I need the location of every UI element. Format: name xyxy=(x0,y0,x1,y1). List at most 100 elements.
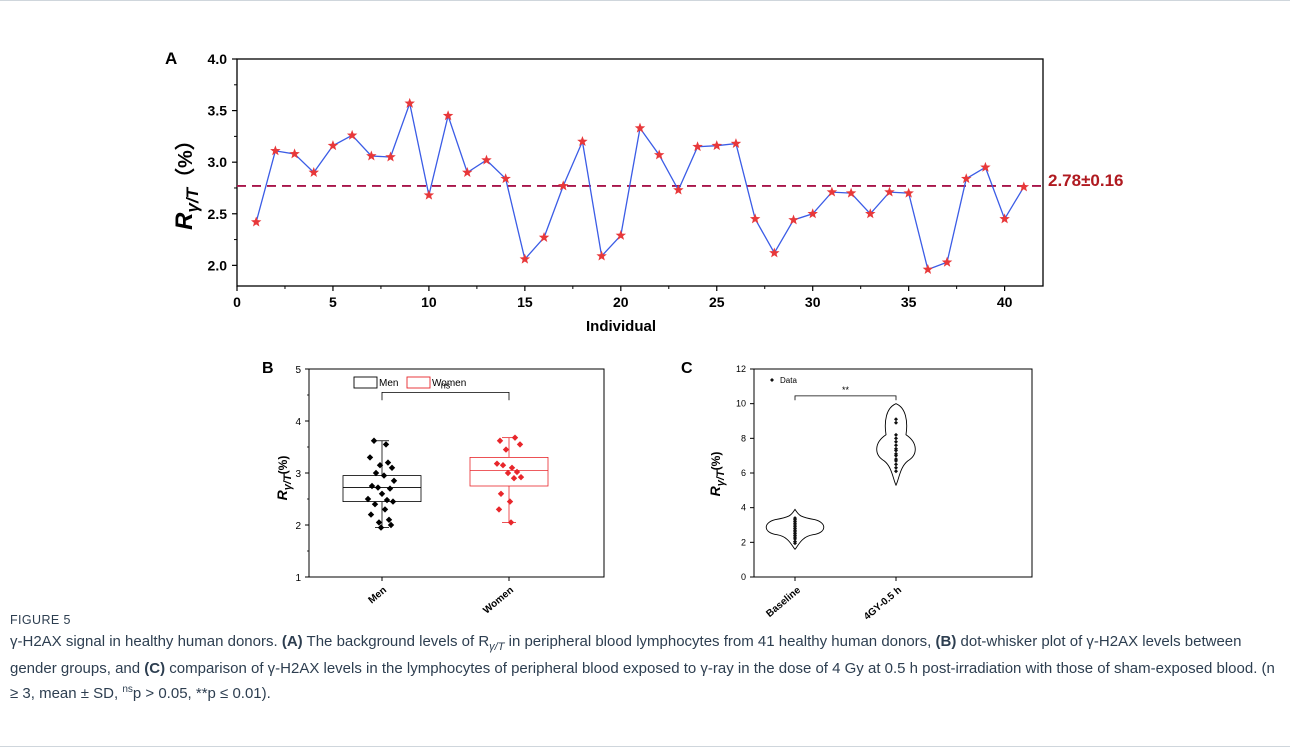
caption-text: γ-H2AX signal in healthy human donors. (… xyxy=(10,631,1280,704)
panel-c-ylabel-unit: (%) xyxy=(709,452,723,471)
panel-b-label: B xyxy=(262,360,274,377)
data-point-star xyxy=(749,213,761,224)
data-point xyxy=(386,485,394,492)
x-tick-label: Men xyxy=(367,585,389,606)
data-point-star xyxy=(865,208,876,219)
data-point xyxy=(370,437,378,444)
data-point-star xyxy=(250,216,262,227)
data-point xyxy=(382,441,390,448)
x-tick-label: 30 xyxy=(805,294,821,310)
legend-swatch-men xyxy=(353,376,378,389)
caption-part: comparison of γ-H2AX levels in the lymph… xyxy=(10,660,1275,702)
caption-part: The background levels of R xyxy=(302,633,490,650)
data-point-star xyxy=(845,187,857,198)
y-tick-label: 3.5 xyxy=(208,103,228,119)
data-point-star xyxy=(615,229,627,240)
data-point-star xyxy=(519,253,531,264)
panel-b-ylabel-main: R xyxy=(274,489,290,500)
data-point-star xyxy=(903,187,914,198)
caption-a-label: (A) xyxy=(281,633,303,650)
data-point-star xyxy=(922,263,934,274)
data-point xyxy=(894,448,898,453)
legend-label: Data xyxy=(780,376,797,385)
data-point xyxy=(368,482,376,490)
data-point xyxy=(496,437,504,444)
data-point-star xyxy=(538,232,550,242)
panel-c-ylabel-sub: γ/T xyxy=(715,469,727,486)
data-point xyxy=(894,443,898,448)
significance-bracket xyxy=(381,392,510,401)
significance-bracket xyxy=(794,395,897,401)
significance-label: ** xyxy=(842,385,850,395)
panel-a-mean-label: 2.78±0.16 xyxy=(1048,171,1124,190)
data-point-star xyxy=(442,110,454,121)
data-point-star xyxy=(308,167,319,177)
caption-part: γ-H2AX signal in healthy human donors. xyxy=(10,633,282,650)
x-tick-label: 0 xyxy=(233,294,241,310)
data-point xyxy=(377,524,385,531)
data-point xyxy=(371,501,379,508)
data-point xyxy=(894,436,898,441)
data-point-star xyxy=(596,250,607,261)
data-point-star xyxy=(462,167,473,177)
data-point-star xyxy=(961,173,972,184)
data-point xyxy=(894,420,898,425)
box xyxy=(342,475,422,503)
data-point xyxy=(364,495,372,503)
data-point xyxy=(894,432,898,437)
data-point-star xyxy=(941,256,953,267)
legend-label-women: Women xyxy=(432,378,466,389)
data-point xyxy=(380,472,388,479)
data-point-star xyxy=(346,129,358,140)
data-point-star xyxy=(980,161,991,172)
data-point-star xyxy=(481,154,492,165)
data-point-star xyxy=(423,189,435,200)
figure-number: FIGURE 5 xyxy=(10,613,71,627)
data-point xyxy=(511,434,519,441)
data-point xyxy=(793,541,797,546)
svg-text:Rγ/T（%）: Rγ/T（%） xyxy=(171,130,202,230)
data-point xyxy=(383,496,391,504)
panel-b-ylabel-unit: (%) xyxy=(276,456,290,475)
x-tick-label: Women xyxy=(481,585,516,617)
data-point-star xyxy=(385,151,396,162)
caption-part: in peripheral blood lymphocytes from 41 … xyxy=(504,633,936,650)
violin-irradiated xyxy=(876,403,916,487)
data-point-star xyxy=(730,138,742,149)
y-tick-label: 3.0 xyxy=(208,154,228,170)
x-tick-label: 35 xyxy=(901,294,917,310)
panel-c-ylabel-main: R xyxy=(707,485,723,496)
data-point xyxy=(507,519,515,526)
data-point-star xyxy=(577,136,588,146)
x-tick-label: 40 xyxy=(997,294,1013,310)
plot-frame xyxy=(308,368,605,578)
data-point xyxy=(389,498,397,505)
y-tick-label: 3 xyxy=(295,469,301,480)
data-point-star xyxy=(673,184,684,195)
y-tick-label: 6 xyxy=(741,468,746,478)
panel-a-axes: 2.0 2.5 3.0 3.5 4.0 0 5 10 15 20 25 30 35 40 xyxy=(208,51,1046,310)
data-point-star xyxy=(826,186,838,197)
panel-c-label: C xyxy=(681,360,693,377)
data-point xyxy=(894,417,898,422)
data-point xyxy=(384,459,392,466)
caption-sub: γ/T xyxy=(489,641,505,653)
panel-a-ylabel-unit: （%） xyxy=(174,130,197,188)
caption-sup: ns xyxy=(122,684,133,695)
y-tick-label: 4 xyxy=(741,503,746,513)
caption-b-label: (B) xyxy=(935,633,957,650)
data-point xyxy=(375,519,383,526)
significance-label: ns xyxy=(441,380,451,390)
data-point-star xyxy=(769,247,780,258)
x-tick-label: 10 xyxy=(421,294,437,310)
data-point xyxy=(372,469,380,477)
legend-label-men: Men xyxy=(379,378,398,389)
data-point xyxy=(894,462,898,467)
y-tick-label: 0 xyxy=(741,572,746,582)
panel-a-ylabel-main: R xyxy=(171,212,198,230)
caption-part: dot-whisker plot of γ-H2AX levels betwee… xyxy=(10,633,1242,677)
data-point-star xyxy=(653,149,665,160)
